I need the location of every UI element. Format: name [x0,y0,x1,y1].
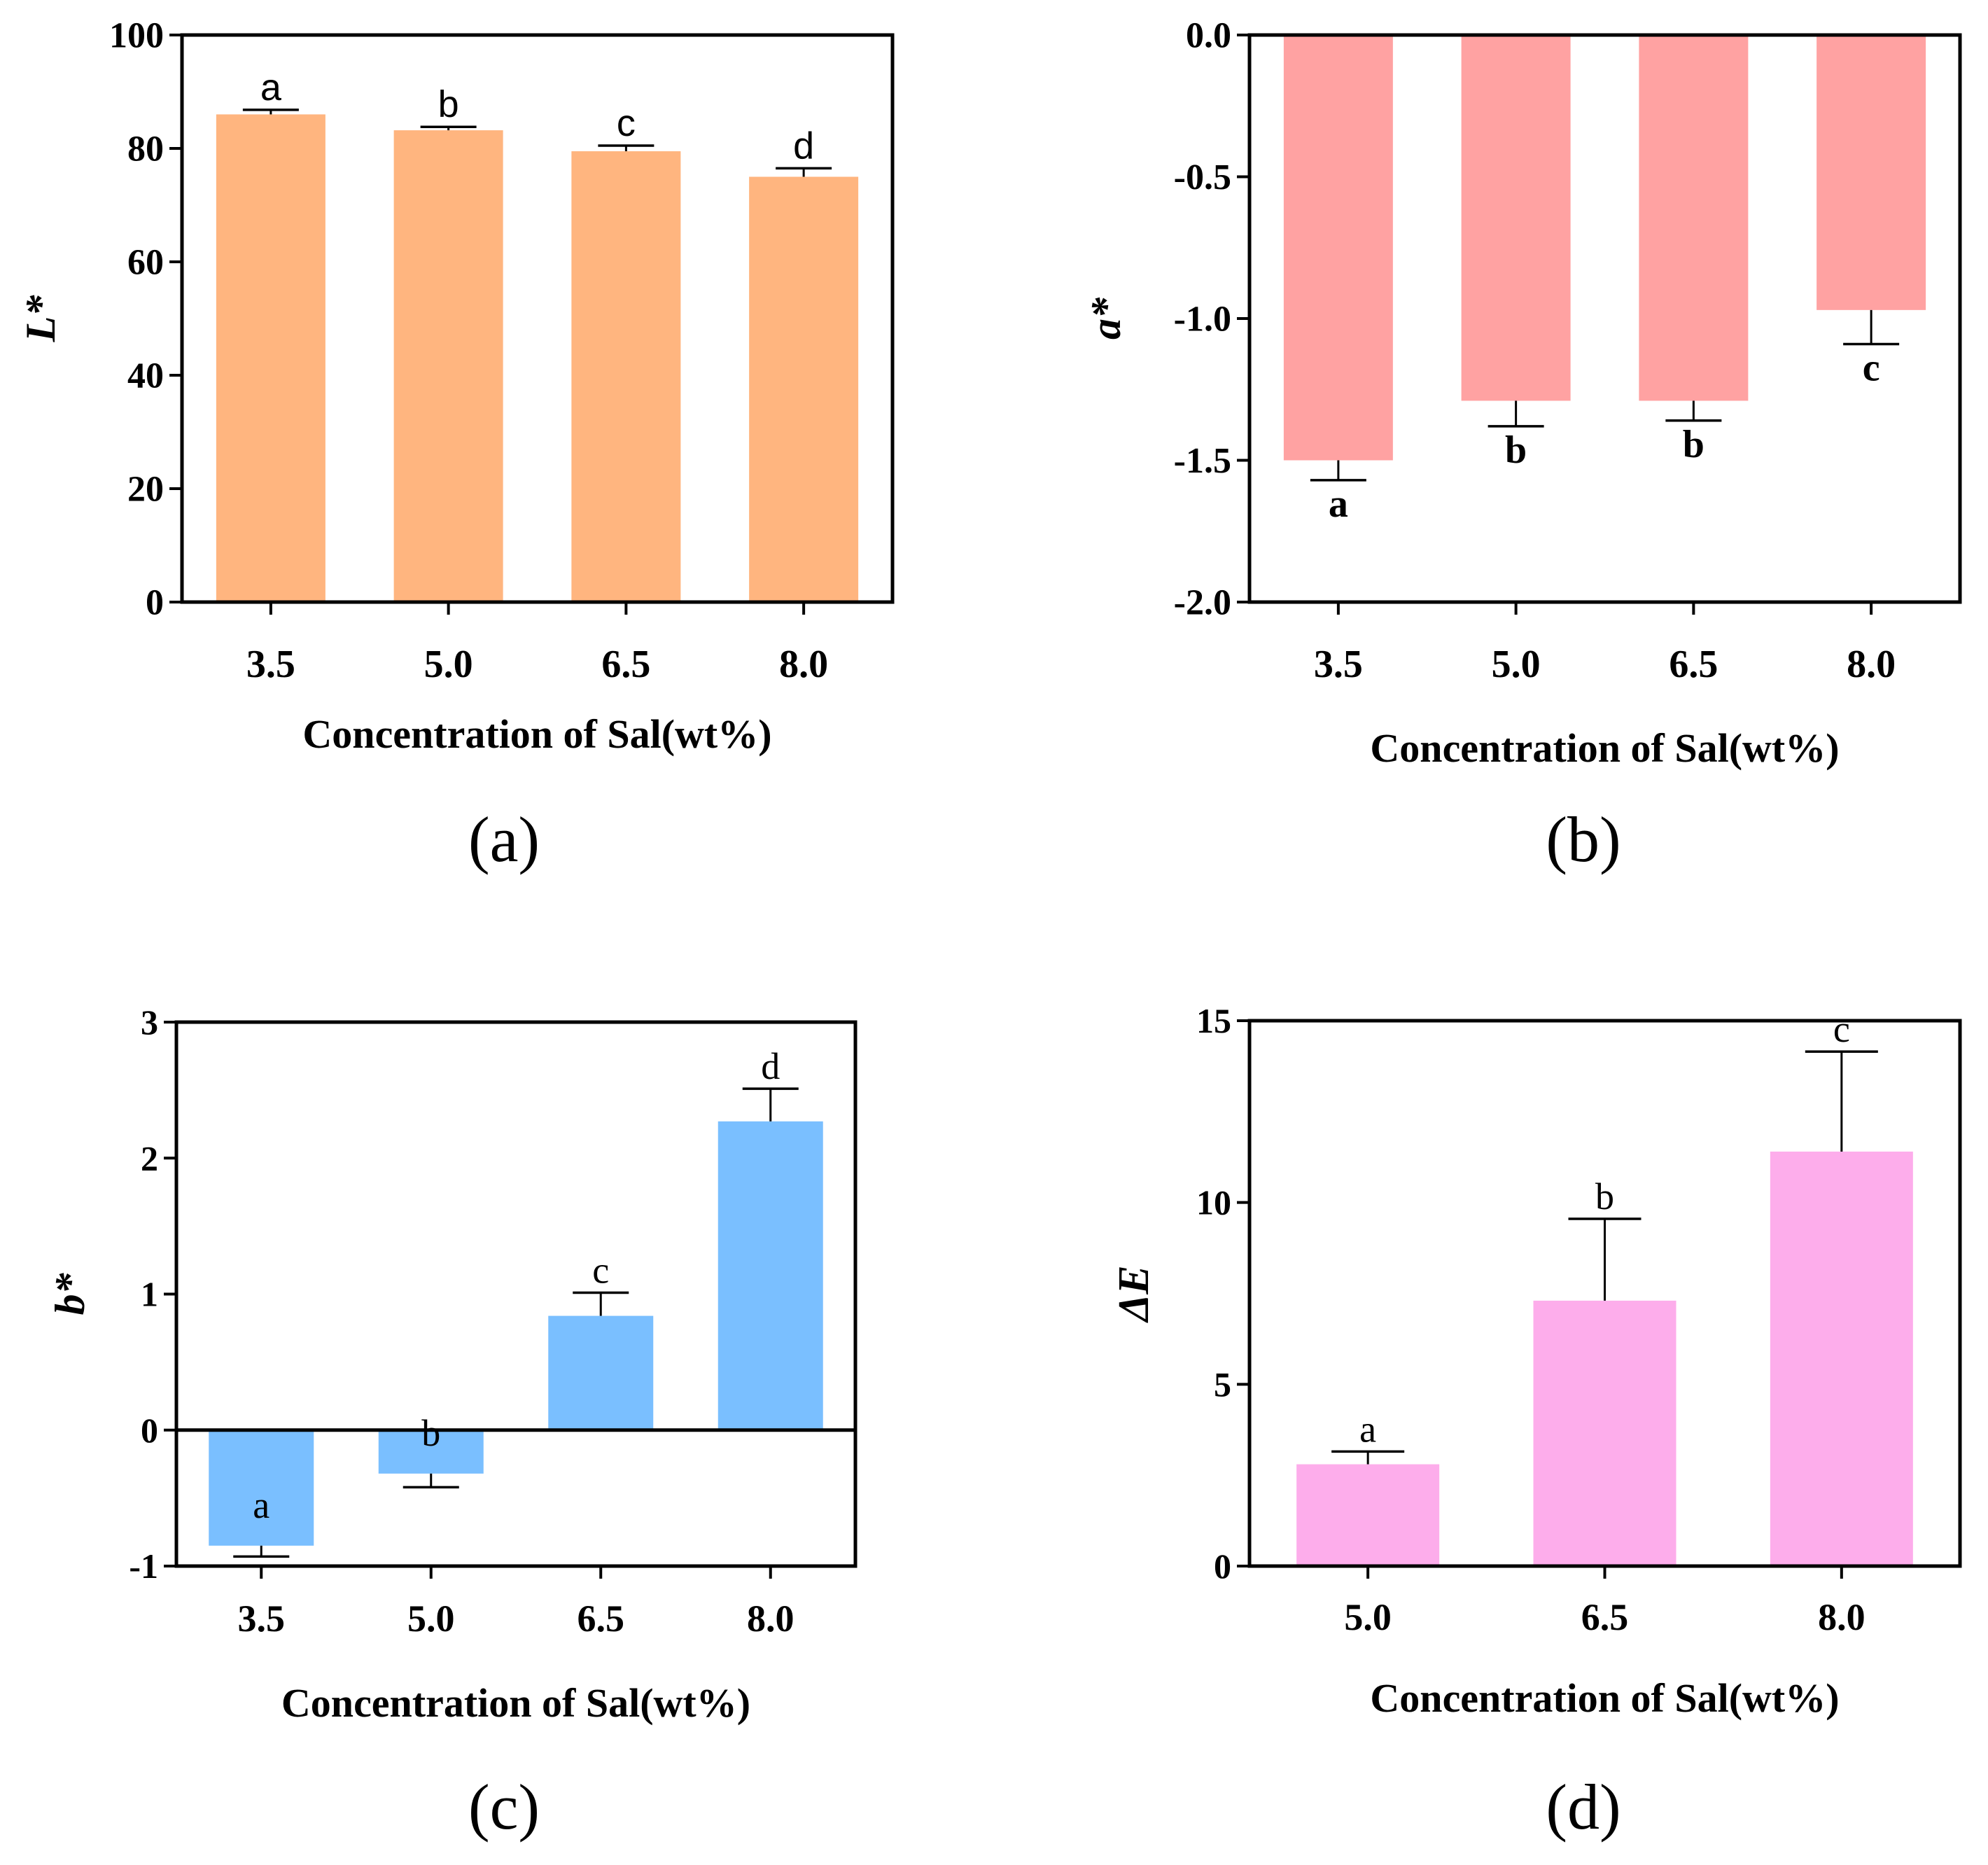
bar [216,114,326,602]
significance-letter: a [1329,482,1348,526]
bar [749,176,859,602]
y-tick-label: 10 [1196,1183,1231,1222]
error-bar [573,1291,629,1316]
significance-letter: b [1683,423,1704,466]
x-tick-label: 6.5 [1581,1596,1629,1638]
x-tick-label: 3.5 [238,1598,286,1640]
error-bar [776,167,832,177]
bar [1461,35,1571,401]
bar [1283,35,1393,461]
bar [571,151,681,603]
significance-letter: a [260,67,282,109]
chart-panel-2: a b b c -2.0 -1.5 -1.0 -0.5 0.0 3.5 5.0 6.5 8.0Conce… [1083,16,1962,875]
chart-panel-1: a b c d 0 20 40 60 80 100 3.5 5.0 6.5 8.0Concentratio… [18,16,895,875]
panel-label: (c) [468,1771,540,1843]
y-tick-label: 15 [1196,1001,1231,1040]
significance-letter: c [1833,1008,1850,1050]
x-tick-label: 8.0 [747,1598,794,1640]
y-tick-label: 20 [127,470,164,510]
y-tick-label: 2 [141,1138,158,1178]
x-tick-label: 8.0 [779,643,828,686]
significance-letter: b [1505,428,1527,472]
x-tick-label: 3.5 [1314,643,1363,686]
panel-label: (b) [1546,804,1620,875]
y-tick-label: 0 [1214,1546,1231,1586]
significance-letter: a [1359,1408,1376,1450]
error-bar [402,1473,459,1489]
x-tick-label: 5.0 [424,643,473,686]
y-axis-label: L* [18,295,64,343]
x-axis-label: Concentration of Sal(wt%) [302,711,771,757]
y-tick-label: 80 [127,130,164,169]
y-axis-label: b* [47,1273,93,1315]
y-tick-label: 40 [127,356,164,396]
significance-letter: c [592,1250,609,1292]
panel-label: (a) [468,804,540,875]
bar [378,1430,484,1474]
x-tick-label: 5.0 [1492,643,1541,686]
y-tick-label: -2.0 [1174,583,1231,623]
error-bar [233,1545,290,1558]
y-tick-label: 0 [146,583,164,623]
x-tick-label: 8.0 [1818,1596,1865,1638]
error-bar [742,1087,799,1122]
y-tick-label: 60 [127,243,164,283]
plot-frame [180,33,895,604]
error-bar [1331,1450,1405,1465]
significance-letter: b [438,83,459,125]
y-tick-label: 3 [141,1003,158,1042]
x-tick-label: 6.5 [578,1598,625,1640]
y-tick-label: -1 [129,1546,158,1586]
y-tick-label: 0 [141,1411,158,1450]
x-tick-label: 8.0 [1847,643,1896,686]
significance-letter: d [793,125,814,167]
y-tick-label: 1 [141,1275,158,1314]
error-bar [1568,1217,1642,1301]
y-axis-label: a* [1083,297,1129,340]
bar [209,1430,314,1546]
x-axis-label: Concentration of Sal(wt%) [1370,725,1839,771]
bar [1296,1464,1440,1566]
error-bar [420,125,477,131]
bar [1533,1300,1676,1566]
y-tick-label: 5 [1214,1364,1231,1404]
x-tick-label: 6.5 [601,643,650,686]
error-bar [1805,1050,1878,1152]
y-tick-label: -0.5 [1174,158,1231,197]
bar [718,1121,823,1430]
y-axis-label: ΔE [1110,1265,1158,1323]
panel-label: (d) [1546,1771,1620,1843]
error-bar [1665,400,1722,422]
x-tick-label: 6.5 [1669,643,1718,686]
error-bar [598,144,654,152]
x-axis-label: Concentration of Sal(wt%) [281,1680,750,1726]
y-tick-label: -1.0 [1174,300,1231,340]
error-bar [1843,309,1900,346]
x-tick-label: 5.0 [407,1598,455,1640]
error-bar [242,109,299,115]
error-bar [1488,400,1544,428]
significance-letter: b [421,1412,440,1454]
significance-letter: c [617,102,636,144]
x-tick-label: 5.0 [1344,1596,1392,1638]
bar [1639,35,1749,401]
bar [1770,1151,1913,1566]
error-bar [1310,460,1366,482]
y-tick-label: 100 [109,16,164,56]
significance-letter: b [1595,1175,1614,1217]
bar [393,130,503,602]
chart-panel-4: a b c 0 5 10 15 5.0 6.5 8.0 Concentration of Sal(w… [1110,1001,1962,1843]
y-tick-label: -1.5 [1174,441,1231,481]
bar [548,1315,654,1430]
x-axis-label: Concentration of Sal(wt%) [1370,1675,1839,1721]
y-tick-label: 0.0 [1186,16,1231,56]
chart-panel-3: a b c d -1 0 1 2 3 3.5 5.0 6.5 8.0 Concentration of S… [47,1003,858,1843]
bar [1816,35,1926,310]
x-tick-label: 3.5 [246,643,295,686]
significance-letter: d [761,1045,780,1087]
significance-letter: c [1863,346,1880,389]
significance-letter: a [253,1484,270,1526]
